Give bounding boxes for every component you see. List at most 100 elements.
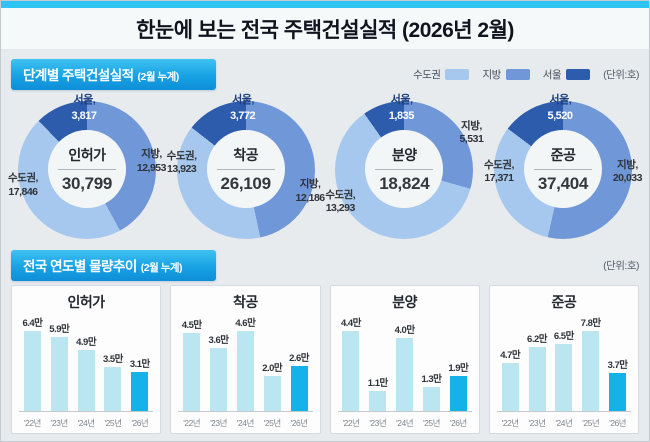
bar-value-label: 3.7만 [607,360,628,371]
bar-slot: 3.7만 [604,315,631,411]
bar-plot-area: 4.7만 6.2만 6.5만 7.8만 3.7만 [496,315,631,412]
bar-panel-title: 인허가 [67,294,106,310]
x-axis-label: '24년 [555,418,573,428]
legend-item-label: 서울 [542,69,562,81]
donut-label-province-name: 지방, [141,148,162,160]
bar [104,367,122,411]
content-area: 단계별 주택건설실적 (2월 누계) 수도권 지방 서울 (단위:호) 인허가 30,7… [1,50,649,434]
bar-plot-area: 6.4만 5.9만 4.9만 3.5만 3.1만 [19,315,154,412]
bar-slot: 4.9만 [73,315,100,411]
donut-label-capital-name: 수도권, [325,188,356,201]
x-axis-label: '25년 [263,418,281,428]
donut-center-total: 26,109 [220,173,272,193]
bar [131,372,149,411]
bar-panel-title: 분양 [392,294,417,310]
donut-label-province-value: 20,033 [612,172,643,185]
unit-label-bar: (단위:호) [603,260,639,272]
x-axis-label: '24년 [77,418,95,428]
x-axis-label: '23년 [210,418,227,428]
bar-slot: 4.4만 [338,315,365,411]
donut-label-seoul-name: 서울, [232,94,254,106]
donut-label-seoul-value: 1,835 [388,110,415,122]
bar-value-label: 4.5만 [181,320,202,331]
donut-label-province-name: 지방, [617,158,638,171]
donut-center: 분양 18,824 [365,130,444,208]
x-axis-label: '22년 [23,418,41,428]
x-axis-label: '24년 [396,418,414,428]
donut-chart-인허가: 인허가 30,799 서울, 3,817 수도권, 17,846 지방, 12,953 [8,94,167,244]
x-axis-label: '26년 [131,418,149,428]
x-axis-label: '23년 [369,418,387,428]
x-axis-labels: '22년 '23년 '24년 '25년 '26년 [497,417,631,429]
bar-plot-area: 4.4만 1.1만 4.0만 1.3만 1.9만 [337,315,472,412]
bar-value-label: 6.2만 [527,334,547,345]
section-subtitle: (2월 누계) [140,262,183,274]
bar [236,331,254,411]
bar-slot: 6.4만 [19,315,46,411]
bar-slot: 4.5만 [178,315,205,411]
bar-value-label: 6.5만 [553,331,574,342]
bar [183,333,201,411]
donut-center-title: 인허가 [58,145,116,170]
bar-panel-착공: 착공 4.5만 3.6만 4.6만 2.0만 2.6만 '22년 '23년 '24년 '25년 '2… [170,285,321,434]
bar [449,376,467,411]
donut-label-seoul-value: 3,772 [230,110,256,122]
page-title: 한눈에 보는 전국 주택건설실적 (2026년 2월) [136,18,514,42]
donut-center: 준공 37,404 [523,130,602,208]
bar-value-label: 4.4만 [340,318,361,329]
x-axis-label: '25년 [104,418,122,428]
x-axis-label: '26년 [609,418,626,428]
bar-slot: 1.1만 [364,315,391,411]
donut-label-capital-value: 17,371 [484,172,514,185]
bar-value-label: 4.9만 [76,337,97,348]
donut-center: 인허가 30,799 [48,130,126,208]
bar-slot: 6.2만 [524,315,551,411]
donut-label-capital: 수도권, 13,293 [325,189,355,216]
bar-slot: 6.5만 [550,315,577,411]
donut-label-province-value: 12,186 [295,191,326,204]
bar-panel-인허가: 인허가 6.4만 5.9만 4.9만 3.5만 3.1만 '22년 '23년 '24년 '25년 '… [11,285,162,434]
bar-slot: 5.9만 [46,315,73,411]
donut-label-seoul-value: 5,520 [547,110,573,122]
legend-color-swatch [566,69,591,80]
legend-color-swatch [445,69,470,80]
x-axis-label: '22년 [501,418,519,428]
donut-section-header-row: 단계별 주택건설실적 (2월 누계) 수도권 지방 서울 (단위:호) [11,59,639,90]
x-axis-label: '22년 [183,418,201,428]
donut-label-seoul-name: 서울, [549,94,572,106]
x-axis-label: '22년 [342,418,360,428]
donut-label-capital-value: 13,293 [325,202,356,215]
donut-center-total: 30,799 [61,173,113,193]
bar [369,391,387,411]
bar-value-label: 2.6만 [289,353,310,364]
bar [23,331,41,411]
legend-item-label: 지방 [482,69,501,81]
bar-slot: 7.8만 [577,315,604,411]
region-legend: 수도권 지방 서울 (단위:호) [413,67,639,82]
unit-label-donut: (단위:호) [603,69,639,81]
donut-label-seoul-name: 서울, [390,94,413,106]
top-accent-strip [1,1,649,8]
bar-value-label: 3.6만 [208,335,229,346]
title-band: 한눈에 보는 전국 주택건설실적 (2026년 2월) [1,8,649,50]
donut-label-capital: 수도권, 13,923 [167,150,197,177]
bar [555,344,573,411]
bar-value-label: 5.9만 [49,324,70,335]
donut-label-seoul-value: 3,817 [71,110,97,122]
bar [290,366,308,411]
bar-value-label: 6.4만 [22,318,43,329]
bar-panel-준공: 준공 4.7만 6.2만 6.5만 7.8만 3.7만 '22년 '23년 '24년 '25년 '2… [488,285,639,434]
section-badge-yearly: 전국 연도별 물량추이 (2월 누계) [11,250,216,281]
bar-value-label: 7.8만 [580,318,601,329]
donut-label-capital-value: 17,846 [8,185,38,198]
x-axis-labels: '22년 '23년 '24년 '25년 '26년 [19,417,153,429]
bar-value-label: 4.0만 [394,325,415,336]
bar-value-label: 4.6만 [235,318,256,329]
bar-slot: 4.0만 [391,315,418,411]
donut-label-capital-name: 수도권, [166,149,197,162]
donut-center-total: 37,404 [537,173,589,193]
donut-chart-준공: 준공 37,404 서울, 5,520 수도권, 17,371 지방, 20,033 [484,94,643,244]
bar [582,331,600,411]
bar [263,376,281,411]
donut-label-province: 지방, 5,531 [460,120,484,147]
